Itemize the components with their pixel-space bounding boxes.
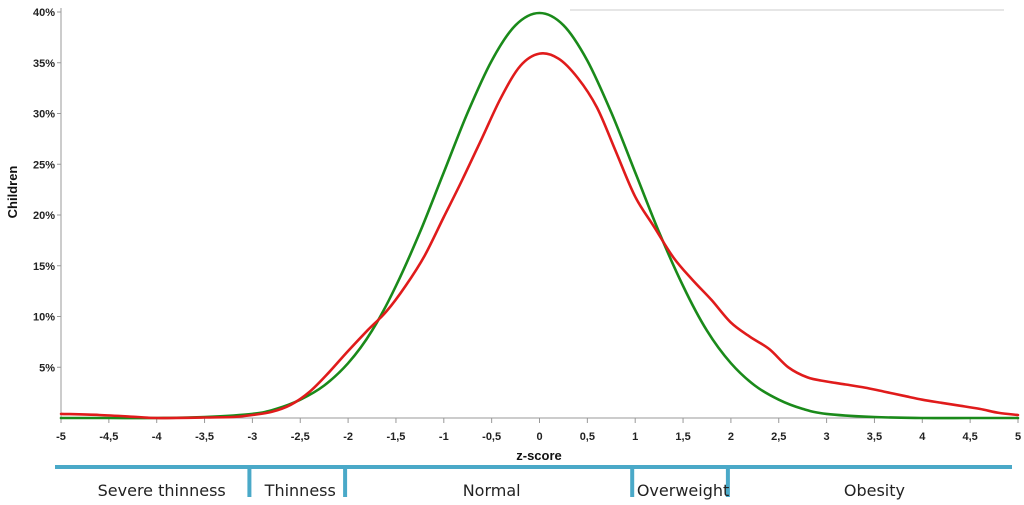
x-tick-label: -2 — [343, 431, 353, 443]
y-tick-label: 40% — [33, 7, 55, 19]
x-tick-label: 4,5 — [963, 431, 978, 443]
x-tick-label: 2 — [728, 431, 734, 443]
x-tick-label: -0,5 — [482, 431, 501, 443]
x-tick-label: 1,5 — [675, 431, 690, 443]
y-tick-label: 35% — [33, 58, 55, 70]
x-tick-label: 2,5 — [771, 431, 786, 443]
category-band: Severe thinness Thinness Normal Overweight O… — [55, 465, 1012, 500]
x-tick-label: 1 — [632, 431, 638, 443]
x-tick-label: 3,5 — [867, 431, 882, 443]
x-tick-label: 0,5 — [580, 431, 595, 443]
x-axis-title: z-score — [516, 448, 562, 463]
x-tick-label: -3,5 — [195, 431, 214, 443]
y-tick-label: 15% — [33, 261, 55, 273]
x-tick-label: -4,5 — [99, 431, 118, 443]
x-tick-label: -2,5 — [291, 431, 310, 443]
series-lines — [59, 11, 1020, 420]
x-tick-label: 5 — [1015, 431, 1021, 443]
observed-curve-line — [59, 52, 1020, 420]
category-label: Overweight — [637, 481, 729, 500]
category-label: Obesity — [844, 481, 905, 500]
x-tick-label: -3 — [248, 431, 258, 443]
category-label: Severe thinness — [98, 481, 226, 500]
x-tick-label: -1,5 — [386, 431, 405, 443]
x-tick-labels: -5 -4,5 -4 -3,5 -3 -2,5 -2 -1,5 -1 -0,5 0 0,5 1 1,5 2 2… — [56, 418, 1021, 443]
y-tick-label: 30% — [33, 109, 55, 121]
x-tick-label: 0 — [536, 431, 542, 443]
y-tick-label: 20% — [33, 210, 55, 222]
y-tick-label: 10% — [33, 312, 55, 324]
y-axis-title: Children — [5, 166, 20, 219]
x-tick-label: 3 — [824, 431, 830, 443]
y-tick-label: 5% — [39, 362, 55, 374]
category-label: Normal — [463, 481, 521, 500]
x-tick-label: 4 — [919, 431, 926, 443]
x-tick-label: -1 — [439, 431, 449, 443]
category-label: Thinness — [264, 481, 336, 500]
y-tick-label: 25% — [33, 159, 55, 171]
x-tick-label: -5 — [56, 431, 66, 443]
reference-curve-line — [59, 11, 1020, 420]
y-tick-labels: 5% 10% 15% 20% 25% 30% 35% 40% — [33, 7, 61, 374]
x-tick-label: -4 — [152, 431, 163, 443]
